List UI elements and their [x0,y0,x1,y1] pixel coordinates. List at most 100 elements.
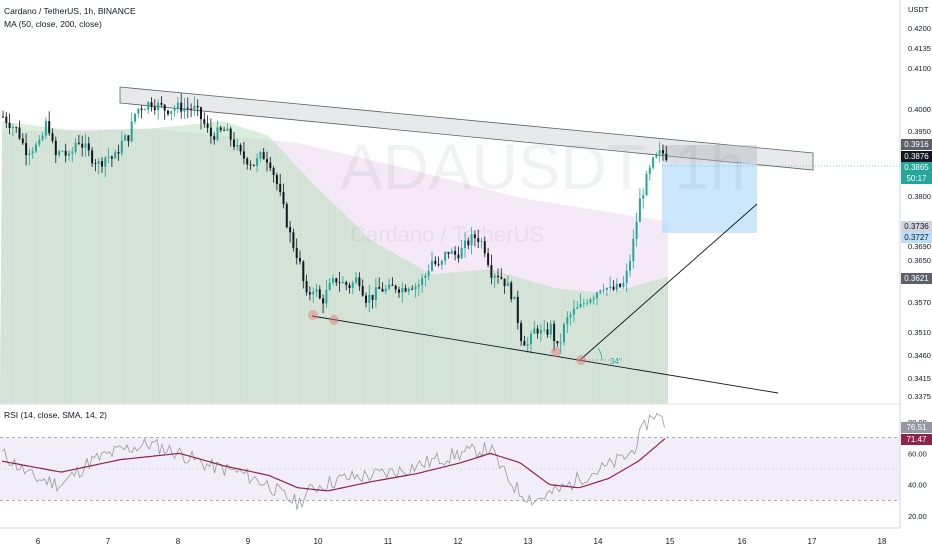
candlesticks [2,93,668,354]
candle-body [424,275,427,279]
rsi-tick-label: 40.00 [908,481,927,490]
candle-body [355,277,358,283]
angle-arc [597,347,603,361]
candle-body [460,248,463,259]
candle-body [58,151,61,156]
candle-body [262,152,265,160]
candle-body [107,156,110,158]
candle-body [246,158,249,165]
candle-body [213,136,216,140]
candle-body [473,234,476,239]
candle-body [391,284,394,286]
candle-body [361,286,364,296]
candle-body [54,140,57,156]
target-zone [662,163,757,233]
ma-legend: MA (50, close, 200, close) [4,19,102,29]
candle-body [209,127,212,137]
price-tick-label: 0.3460 [908,351,931,360]
pivot-dot [551,347,561,357]
trend-lines: 34° [311,165,902,394]
price-tick-label: 0.4000 [908,105,931,114]
price-tick-label: 0.4135 [908,44,931,53]
candle-body [61,150,64,152]
candle-body [434,260,437,264]
time-tick-label: 12 [454,537,463,546]
candle-body [279,183,282,193]
candle-body [576,307,579,309]
candle-body [289,227,292,233]
time-tick-label: 13 [524,537,533,546]
candle-body [503,278,506,287]
candle-body [216,127,219,140]
candle-body [437,263,440,265]
candle-body [609,286,612,289]
candle-body [589,299,592,303]
candle-body [665,153,668,160]
candle-body [417,284,420,287]
price-tick-label: 0.3800 [908,192,931,201]
candle-body [523,340,526,346]
time-tick-label: 11 [384,537,393,546]
candle-body [104,157,107,167]
candle-body [556,341,559,344]
price-tag-high: 0.3916 [901,139,932,150]
candle-body [487,253,490,266]
candle-body [586,302,589,304]
candle-body [81,143,84,148]
candle-body [41,135,44,140]
time-tick-label: 16 [738,537,747,546]
channel-band [119,86,814,171]
ma200-area [0,128,668,404]
candle-body [163,104,166,111]
candle-body [285,204,288,228]
candle-body [325,289,328,304]
candle-body [510,282,513,300]
candle-body [272,168,275,176]
candle-body [150,102,153,108]
rsi-panel [0,403,900,510]
candle-body [513,296,516,300]
rsi-line [1,412,665,510]
candle-body [196,105,199,108]
price-tick-label: 0.3415 [908,374,931,383]
candle-body [615,283,618,290]
candle-body [305,281,308,293]
price-tick-label: 0.3510 [908,328,931,337]
candle-body [497,275,499,278]
candle-body [170,110,173,115]
candle-body [348,285,351,289]
candle-body [599,290,602,293]
candle-body [516,296,519,324]
price-tag-countdown: 50:17 [901,173,932,184]
candle-body [553,323,556,342]
candle-body [124,135,127,141]
candle-body [566,317,569,325]
candle-body [378,286,381,289]
candle-body [384,288,387,292]
candle-body [35,144,37,152]
pivot-markers [308,310,586,365]
candle-body [157,102,160,110]
lower-trendline [311,315,779,394]
candle-body [612,286,615,290]
candle-body [506,282,509,287]
candle-body [120,140,123,154]
candle-body [143,109,146,111]
candle-body [549,323,552,335]
candle-body [582,303,585,305]
candle-body [358,277,361,287]
candle-body [219,127,222,131]
price-tick-label: 0.3570 [908,298,931,307]
candle-body [15,127,18,129]
candle-body [147,102,150,110]
candle-body [454,250,457,255]
candle-body [457,254,460,259]
candle-body [635,221,638,239]
price-tick-label: 0.4200 [908,24,931,33]
time-tick-label: 9 [246,537,251,546]
candle-body [183,107,186,112]
candle-body [341,282,344,284]
chart-title: Cardano / TetherUS, 1h, BINANCE [4,6,136,16]
candle-body [592,298,595,300]
